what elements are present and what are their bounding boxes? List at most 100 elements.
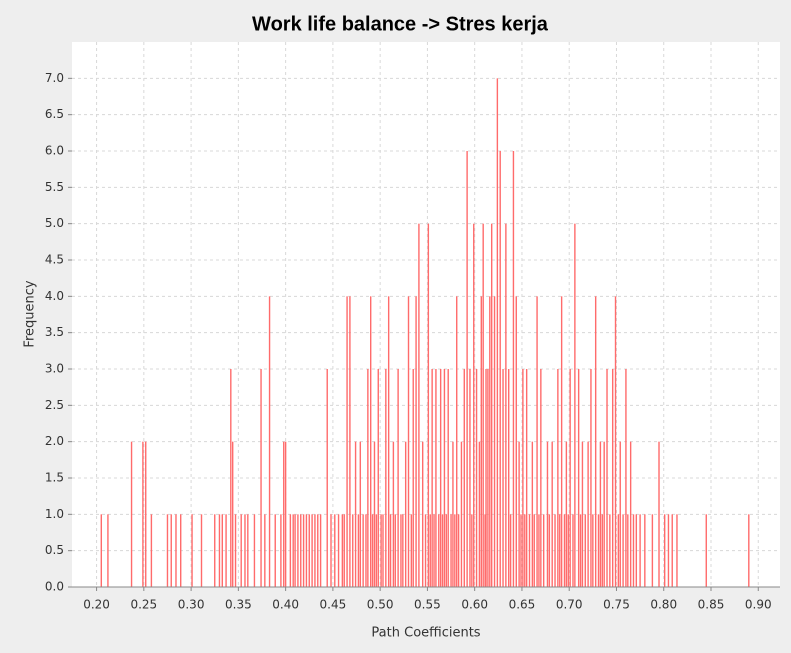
- bar: [362, 514, 364, 587]
- bar: [166, 514, 169, 587]
- x-tick-label: 0.25: [130, 598, 157, 612]
- bar: [357, 514, 360, 587]
- bar: [540, 369, 542, 587]
- bar: [622, 514, 624, 587]
- bar: [394, 514, 396, 587]
- bar: [142, 441, 144, 587]
- bar: [377, 369, 379, 587]
- bar: [326, 369, 328, 587]
- bar: [572, 514, 574, 587]
- bar: [302, 514, 305, 587]
- bar: [274, 514, 276, 587]
- bar: [601, 514, 603, 587]
- bar: [445, 514, 448, 587]
- bar: [515, 296, 517, 587]
- axes: 0.0 0.5 1.0 1.5 2.0 2.5 3.0 3.5 4.0 4.5 5.0 5.5 6.0 6…: [45, 71, 780, 612]
- bar: [371, 514, 374, 587]
- bar: [365, 514, 367, 587]
- bar: [314, 514, 316, 587]
- bar: [260, 369, 262, 587]
- bar: [705, 514, 707, 587]
- y-tick-label: 3.5: [45, 325, 64, 339]
- bar: [334, 514, 336, 587]
- bar: [373, 441, 376, 587]
- bar: [410, 514, 413, 587]
- x-tick-label: 0.60: [461, 598, 488, 612]
- x-tick-label: 0.50: [367, 598, 394, 612]
- x-tick-label: 0.75: [603, 598, 630, 612]
- bar: [489, 296, 491, 587]
- bar: [522, 369, 524, 587]
- bar: [370, 296, 372, 587]
- bar: [380, 514, 382, 587]
- bar: [234, 514, 237, 587]
- bar: [343, 514, 345, 587]
- plot-area: [72, 42, 780, 587]
- bar: [482, 223, 484, 587]
- bar: [404, 441, 407, 587]
- y-tick-label: 6.5: [45, 107, 64, 121]
- bar: [565, 441, 568, 587]
- bar: [438, 514, 440, 587]
- x-tick-label: 0.65: [509, 598, 536, 612]
- bars: [100, 78, 750, 587]
- bar: [524, 514, 526, 587]
- bar: [452, 441, 454, 587]
- y-tick-label: 4.5: [45, 253, 64, 267]
- bar: [554, 514, 556, 587]
- x-tick-label: 0.90: [745, 598, 772, 612]
- bar: [611, 369, 614, 587]
- bar: [512, 151, 515, 587]
- bar: [619, 441, 621, 587]
- bar: [505, 223, 507, 587]
- bar: [145, 441, 147, 587]
- y-tick-label: 7.0: [45, 71, 64, 85]
- bar: [487, 369, 489, 587]
- bar: [175, 514, 177, 587]
- bar: [418, 223, 420, 587]
- bar: [349, 296, 351, 587]
- bar: [748, 514, 750, 587]
- x-axis-label: Path Coefficients: [371, 626, 480, 641]
- bar: [433, 514, 435, 587]
- bar: [548, 514, 551, 587]
- x-tick-label: 0.80: [650, 598, 677, 612]
- bar: [292, 514, 294, 587]
- bar: [484, 514, 486, 587]
- x-tick-label: 0.20: [83, 598, 110, 612]
- bar: [100, 514, 103, 587]
- bar: [389, 514, 392, 587]
- bar: [400, 514, 402, 587]
- bar: [441, 514, 444, 587]
- bar: [536, 296, 538, 587]
- bar: [658, 441, 660, 587]
- bar: [311, 514, 313, 587]
- bar: [289, 514, 292, 587]
- bar: [560, 296, 563, 587]
- bar: [525, 369, 528, 587]
- bar: [264, 514, 266, 587]
- bar: [456, 296, 458, 587]
- bar: [447, 369, 449, 587]
- bar: [346, 296, 348, 587]
- bar: [297, 514, 299, 587]
- bar: [244, 514, 246, 587]
- bar: [367, 369, 369, 587]
- x-tick-label: 0.85: [698, 598, 725, 612]
- bar: [330, 514, 332, 587]
- y-axis-label: Frequency: [23, 280, 38, 347]
- bar: [469, 369, 471, 587]
- bar: [240, 514, 242, 587]
- y-tick-label: 5.5: [45, 180, 64, 194]
- bar: [392, 441, 395, 587]
- bar: [454, 514, 456, 587]
- bar: [427, 223, 430, 587]
- bar: [606, 369, 608, 587]
- bar: [531, 441, 534, 587]
- y-tick-label: 1.0: [45, 507, 64, 521]
- bar: [284, 441, 287, 587]
- bar: [635, 514, 638, 587]
- y-tick-label: 6.0: [45, 144, 64, 158]
- bar: [415, 296, 417, 587]
